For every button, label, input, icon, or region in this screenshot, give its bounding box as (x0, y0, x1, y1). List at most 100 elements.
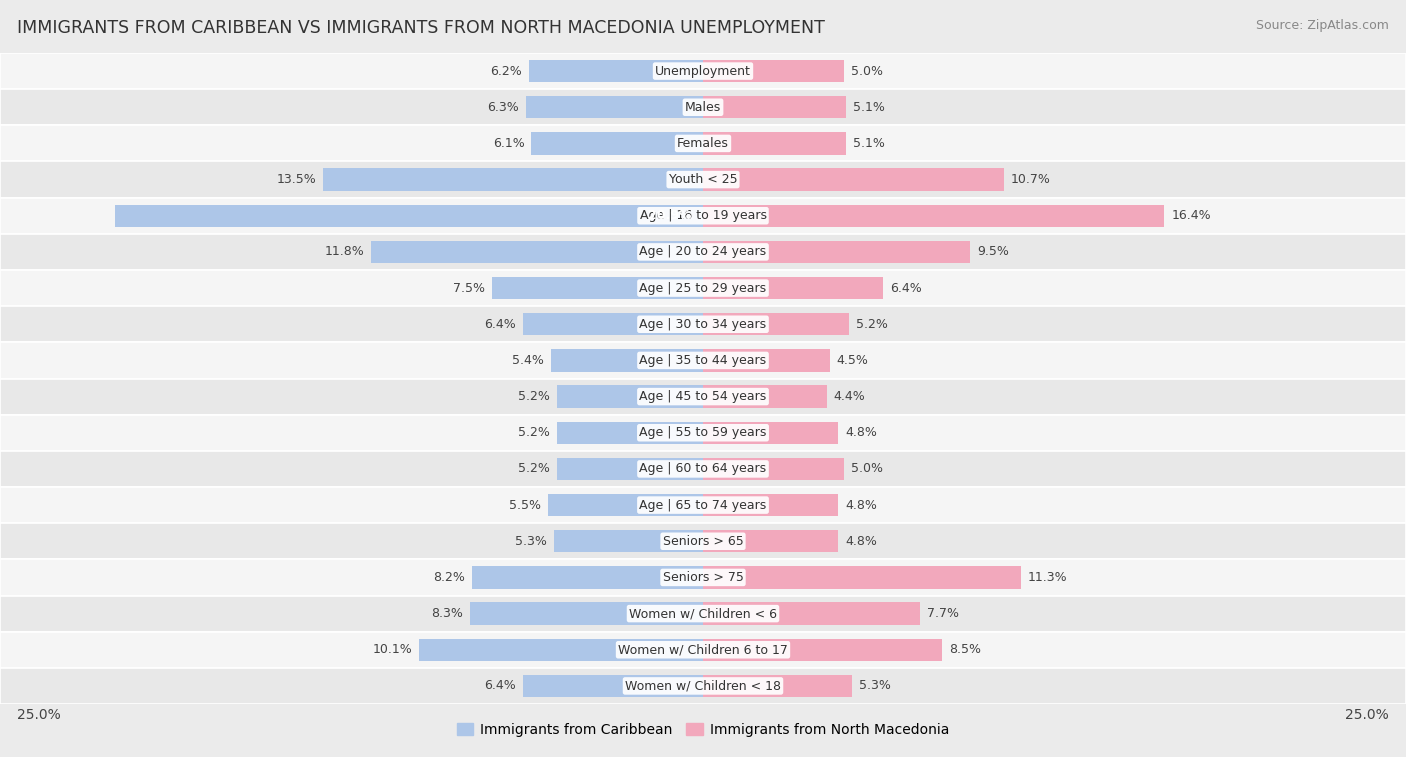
Text: Women w/ Children 6 to 17: Women w/ Children 6 to 17 (619, 643, 787, 656)
Bar (554, 530, 703, 553)
Text: 25.0%: 25.0% (17, 709, 60, 722)
Text: Source: ZipAtlas.com: Source: ZipAtlas.com (1256, 19, 1389, 32)
Text: 13.5%: 13.5% (277, 173, 316, 186)
Bar (703, 603, 920, 625)
Text: Seniors > 75: Seniors > 75 (662, 571, 744, 584)
Bar (703, 422, 838, 444)
Text: Age | 55 to 59 years: Age | 55 to 59 years (640, 426, 766, 439)
Text: 10.1%: 10.1% (373, 643, 412, 656)
Text: 4.8%: 4.8% (845, 499, 877, 512)
Text: 8.2%: 8.2% (433, 571, 465, 584)
Text: 8.5%: 8.5% (949, 643, 981, 656)
Text: 5.0%: 5.0% (851, 64, 883, 77)
Text: 5.1%: 5.1% (853, 101, 886, 114)
Text: 4.4%: 4.4% (834, 390, 866, 403)
Bar (371, 241, 703, 263)
Text: 11.8%: 11.8% (325, 245, 364, 258)
Text: Youth < 25: Youth < 25 (669, 173, 737, 186)
Bar (703, 241, 970, 263)
Bar (492, 277, 703, 299)
Bar (703, 385, 827, 408)
Bar (470, 603, 703, 625)
Bar (0, 53, 1406, 89)
Bar (526, 96, 703, 118)
Bar (703, 204, 1164, 227)
Bar (703, 96, 846, 118)
Bar (557, 422, 703, 444)
Bar (0, 161, 1406, 198)
Bar (557, 458, 703, 480)
Bar (703, 458, 844, 480)
Text: 6.4%: 6.4% (484, 318, 516, 331)
Bar (529, 60, 703, 83)
Bar (0, 523, 1406, 559)
Bar (551, 349, 703, 372)
Text: 4.5%: 4.5% (837, 354, 869, 367)
Bar (703, 494, 838, 516)
Text: 6.4%: 6.4% (484, 680, 516, 693)
Bar (0, 234, 1406, 270)
Text: Age | 16 to 19 years: Age | 16 to 19 years (640, 209, 766, 223)
Text: 7.5%: 7.5% (453, 282, 485, 294)
Text: Age | 35 to 44 years: Age | 35 to 44 years (640, 354, 766, 367)
Bar (703, 566, 1021, 589)
Bar (531, 132, 703, 154)
Bar (523, 313, 703, 335)
Bar (0, 668, 1406, 704)
Bar (0, 559, 1406, 596)
Bar (0, 126, 1406, 161)
Bar (703, 530, 838, 553)
Text: 6.1%: 6.1% (492, 137, 524, 150)
Text: 5.2%: 5.2% (517, 426, 550, 439)
Bar (323, 168, 703, 191)
Text: 4.8%: 4.8% (845, 426, 877, 439)
Bar (419, 639, 703, 661)
Text: Males: Males (685, 101, 721, 114)
Text: Women w/ Children < 6: Women w/ Children < 6 (628, 607, 778, 620)
Bar (0, 487, 1406, 523)
Text: Age | 20 to 24 years: Age | 20 to 24 years (640, 245, 766, 258)
Text: 5.3%: 5.3% (515, 534, 547, 548)
Bar (0, 631, 1406, 668)
Bar (548, 494, 703, 516)
Text: Age | 45 to 54 years: Age | 45 to 54 years (640, 390, 766, 403)
Text: 9.5%: 9.5% (977, 245, 1010, 258)
Text: Age | 60 to 64 years: Age | 60 to 64 years (640, 463, 766, 475)
Bar (0, 198, 1406, 234)
Text: 5.4%: 5.4% (512, 354, 544, 367)
Bar (703, 168, 1004, 191)
Bar (557, 385, 703, 408)
Text: 25.0%: 25.0% (1346, 709, 1389, 722)
Text: Age | 25 to 29 years: Age | 25 to 29 years (640, 282, 766, 294)
Text: 6.4%: 6.4% (890, 282, 922, 294)
Bar (0, 596, 1406, 631)
Text: 5.2%: 5.2% (856, 318, 889, 331)
Text: 4.8%: 4.8% (845, 534, 877, 548)
Bar (0, 415, 1406, 451)
Bar (703, 313, 849, 335)
Bar (0, 89, 1406, 126)
Text: Seniors > 65: Seniors > 65 (662, 534, 744, 548)
Text: IMMIGRANTS FROM CARIBBEAN VS IMMIGRANTS FROM NORTH MACEDONIA UNEMPLOYMENT: IMMIGRANTS FROM CARIBBEAN VS IMMIGRANTS … (17, 19, 825, 37)
Text: 7.7%: 7.7% (927, 607, 959, 620)
Text: Age | 30 to 34 years: Age | 30 to 34 years (640, 318, 766, 331)
Text: 5.1%: 5.1% (853, 137, 886, 150)
Text: Women w/ Children < 18: Women w/ Children < 18 (626, 680, 780, 693)
Bar (115, 204, 703, 227)
Bar (0, 451, 1406, 487)
Text: 5.3%: 5.3% (859, 680, 891, 693)
Bar (0, 342, 1406, 378)
Bar (703, 349, 830, 372)
Text: Unemployment: Unemployment (655, 64, 751, 77)
Bar (703, 132, 846, 154)
Bar (523, 674, 703, 697)
Bar (703, 639, 942, 661)
Bar (0, 270, 1406, 306)
Text: 5.2%: 5.2% (517, 463, 550, 475)
Text: 16.4%: 16.4% (1171, 209, 1211, 223)
Text: 20.9%: 20.9% (648, 209, 692, 223)
Text: 11.3%: 11.3% (1028, 571, 1067, 584)
Bar (703, 277, 883, 299)
Bar (0, 306, 1406, 342)
Bar (703, 674, 852, 697)
